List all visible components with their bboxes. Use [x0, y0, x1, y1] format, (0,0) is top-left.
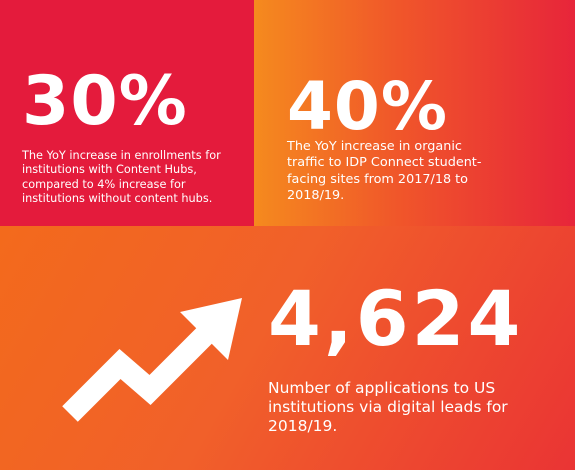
stat-panel-enrollments [0, 0, 254, 226]
trending-up-arrow-icon [62, 298, 242, 422]
stat-panel-applications [0, 226, 575, 470]
applications-stat-value: 4,624 [268, 274, 524, 363]
stat-panel-organic-traffic [254, 0, 575, 226]
organic-traffic-stat-value: 40% [287, 68, 448, 145]
applications-stat-description: Number of applications to US institution… [268, 379, 508, 436]
enrollments-stat-value: 30% [22, 62, 188, 141]
enrollments-stat-description: The YoY increase in enrollments for inst… [22, 149, 221, 206]
organic-traffic-stat-description: The YoY increase in organic traffic to I… [287, 139, 482, 204]
